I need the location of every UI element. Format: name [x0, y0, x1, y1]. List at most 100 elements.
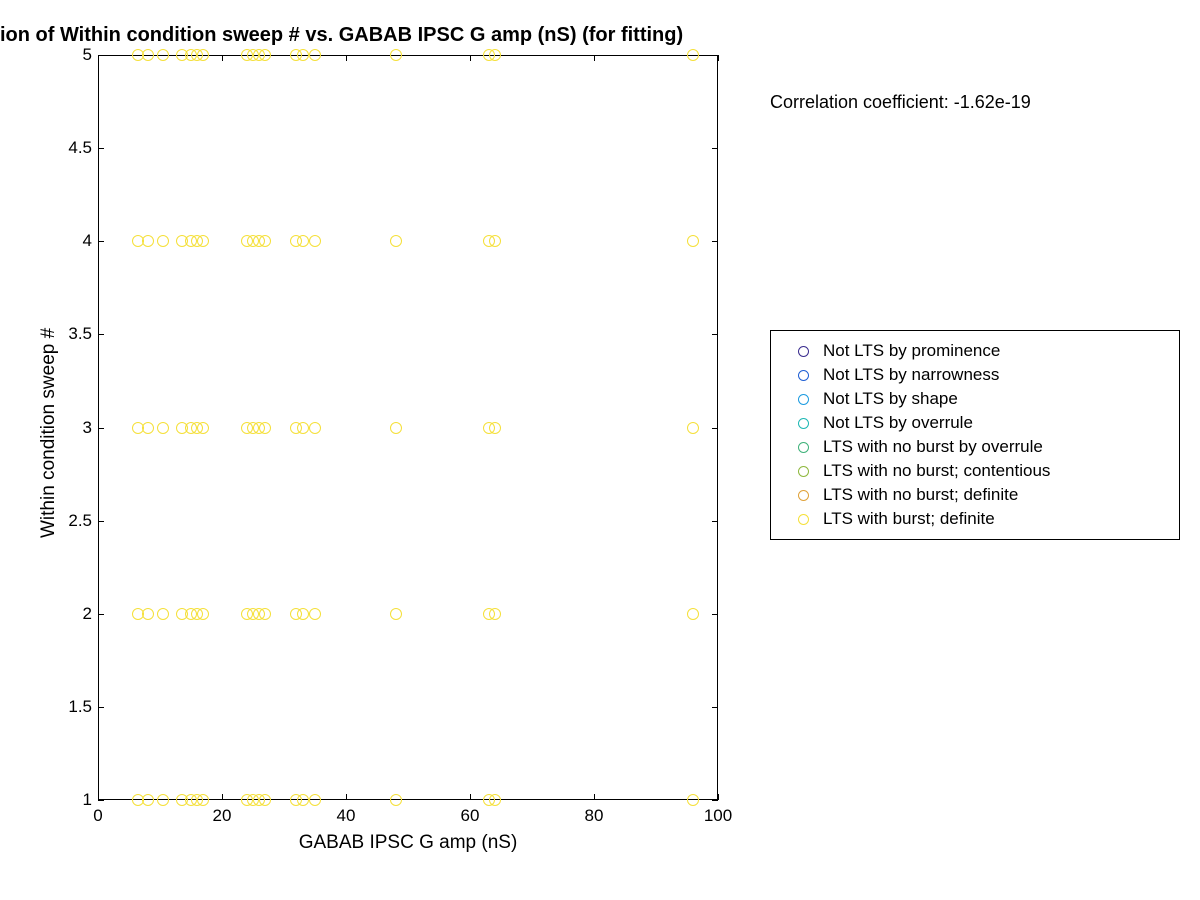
data-point: [489, 422, 501, 434]
data-point: [390, 49, 402, 61]
data-point: [390, 608, 402, 620]
x-tick-label: 60: [461, 806, 480, 826]
y-tick-label: 2.5: [58, 511, 92, 531]
y-tick-label: 5: [58, 45, 92, 65]
data-point: [197, 422, 209, 434]
y-tick: [98, 334, 104, 335]
y-tick: [98, 148, 104, 149]
legend-marker-ring: [798, 346, 809, 357]
data-point: [687, 49, 699, 61]
data-point: [489, 608, 501, 620]
y-tick: [98, 521, 104, 522]
x-tick: [346, 794, 347, 800]
legend-marker-ring: [798, 466, 809, 477]
y-tick-label: 3: [58, 418, 92, 438]
y-tick-label: 4.5: [58, 138, 92, 158]
y-tick-label: 2: [58, 604, 92, 624]
legend-marker: [783, 466, 823, 477]
legend-marker: [783, 418, 823, 429]
legend-item: Not LTS by shape: [783, 387, 1167, 411]
data-point: [297, 422, 309, 434]
y-tick: [98, 707, 104, 708]
y-tick: [712, 614, 718, 615]
legend-item: LTS with no burst by overrule: [783, 435, 1167, 459]
data-point: [259, 608, 271, 620]
y-tick: [712, 521, 718, 522]
data-point: [687, 235, 699, 247]
data-point: [297, 608, 309, 620]
legend: Not LTS by prominence Not LTS by narrowne…: [770, 330, 1180, 540]
x-tick-label: 20: [213, 806, 232, 826]
y-tick: [712, 334, 718, 335]
legend-label: Not LTS by shape: [823, 389, 958, 409]
data-point: [259, 235, 271, 247]
legend-marker: [783, 394, 823, 405]
data-point: [259, 794, 271, 806]
x-tick: [594, 55, 595, 61]
y-tick-label: 1: [58, 790, 92, 810]
legend-label: LTS with no burst by overrule: [823, 437, 1043, 457]
legend-item: Not LTS by narrowness: [783, 363, 1167, 387]
data-point: [390, 794, 402, 806]
legend-item: Not LTS by prominence: [783, 339, 1167, 363]
data-point: [297, 235, 309, 247]
legend-marker: [783, 370, 823, 381]
y-tick: [712, 428, 718, 429]
legend-item: LTS with burst; definite: [783, 507, 1167, 531]
data-point: [142, 422, 154, 434]
correlation-text: Correlation coefficient: -1.62e-19: [770, 92, 1031, 113]
x-tick: [470, 55, 471, 61]
data-point: [197, 235, 209, 247]
data-point: [489, 235, 501, 247]
data-point: [157, 794, 169, 806]
y-tick-label: 4: [58, 231, 92, 251]
x-tick: [594, 794, 595, 800]
legend-label: Not LTS by prominence: [823, 341, 1000, 361]
y-tick-label: 1.5: [58, 697, 92, 717]
data-point: [197, 794, 209, 806]
legend-label: LTS with no burst; contentious: [823, 461, 1050, 481]
data-point: [309, 235, 321, 247]
data-point: [309, 608, 321, 620]
x-axis-label: GABAB IPSC G amp (nS): [299, 832, 518, 854]
x-tick-label: 100: [704, 806, 732, 826]
x-tick-label: 80: [585, 806, 604, 826]
data-point: [142, 608, 154, 620]
data-point: [259, 49, 271, 61]
data-point: [297, 794, 309, 806]
data-point: [197, 608, 209, 620]
legend-label: LTS with burst; definite: [823, 509, 995, 529]
x-tick-label: 40: [337, 806, 356, 826]
legend-marker: [783, 490, 823, 501]
data-point: [157, 608, 169, 620]
data-point: [259, 422, 271, 434]
legend-item: Not LTS by overrule: [783, 411, 1167, 435]
x-tick: [222, 55, 223, 61]
data-point: [157, 422, 169, 434]
y-tick-label: 3.5: [58, 324, 92, 344]
legend-marker-ring: [798, 370, 809, 381]
legend-marker: [783, 346, 823, 357]
legend-marker: [783, 514, 823, 525]
data-point: [142, 235, 154, 247]
x-tick: [222, 794, 223, 800]
data-point: [157, 49, 169, 61]
legend-marker-ring: [798, 442, 809, 453]
data-point: [687, 608, 699, 620]
data-point: [309, 794, 321, 806]
legend-marker-ring: [798, 514, 809, 525]
legend-label: LTS with no burst; definite: [823, 485, 1018, 505]
legend-label: Not LTS by narrowness: [823, 365, 999, 385]
legend-label: Not LTS by overrule: [823, 413, 973, 433]
data-point: [687, 422, 699, 434]
y-tick: [712, 241, 718, 242]
y-tick: [98, 241, 104, 242]
data-point: [390, 422, 402, 434]
chart-title: ion of Within condition sweep # vs. GABA…: [0, 24, 683, 47]
legend-marker-ring: [798, 418, 809, 429]
data-point: [297, 49, 309, 61]
y-tick: [98, 428, 104, 429]
data-point: [309, 422, 321, 434]
legend-marker: [783, 442, 823, 453]
data-point: [489, 794, 501, 806]
